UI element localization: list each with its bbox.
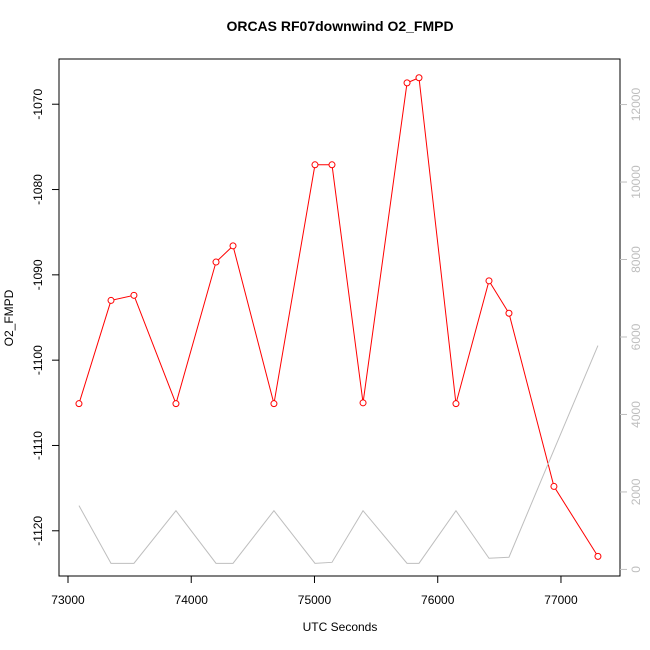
data-point — [452, 400, 460, 408]
y-axis-title: O2_FMPD — [2, 289, 16, 346]
series-line — [78, 345, 599, 564]
data-point — [311, 161, 319, 169]
y-tick-label: -1120 — [31, 516, 45, 546]
y2-tick-label: 8000 — [629, 246, 643, 273]
data-point — [75, 400, 83, 408]
y-tick-label: -1100 — [31, 345, 45, 375]
y-tick-label: -1070 — [31, 89, 45, 120]
y-tick-label: -1110 — [31, 431, 45, 460]
data-point — [485, 277, 493, 285]
x-tick-label: 73000 — [51, 593, 85, 607]
y2-tick-label: 6000 — [629, 323, 643, 350]
x-axis-title: UTC Seconds — [303, 620, 378, 634]
x-tick-label: 75000 — [298, 593, 332, 607]
chart-title: ORCAS RF07downwind O2_FMPD — [226, 18, 453, 34]
data-point — [550, 482, 558, 490]
data-point — [403, 79, 411, 87]
data-point — [130, 291, 138, 299]
data-point — [359, 399, 367, 407]
y2-tick-label: 4000 — [629, 401, 643, 428]
data-point — [107, 296, 115, 304]
data-point — [594, 552, 602, 560]
plot-box — [58, 58, 621, 577]
y-tick-label: -1080 — [31, 174, 45, 205]
y2-tick-label: 0 — [629, 566, 643, 573]
data-point — [415, 74, 423, 82]
data-point — [270, 400, 278, 408]
data-point — [212, 258, 220, 266]
data-point — [172, 400, 180, 408]
y2-tick-label: 12000 — [629, 88, 643, 122]
x-tick-label: 77000 — [544, 593, 578, 607]
data-point — [229, 242, 237, 250]
data-point — [505, 309, 513, 317]
y2-tick-label: 2000 — [629, 478, 643, 505]
y2-tick-label: 10000 — [629, 165, 643, 199]
y-tick-label: -1090 — [31, 259, 45, 290]
data-point — [328, 161, 336, 169]
x-tick-label: 74000 — [175, 593, 209, 607]
x-tick-label: 76000 — [421, 593, 455, 607]
